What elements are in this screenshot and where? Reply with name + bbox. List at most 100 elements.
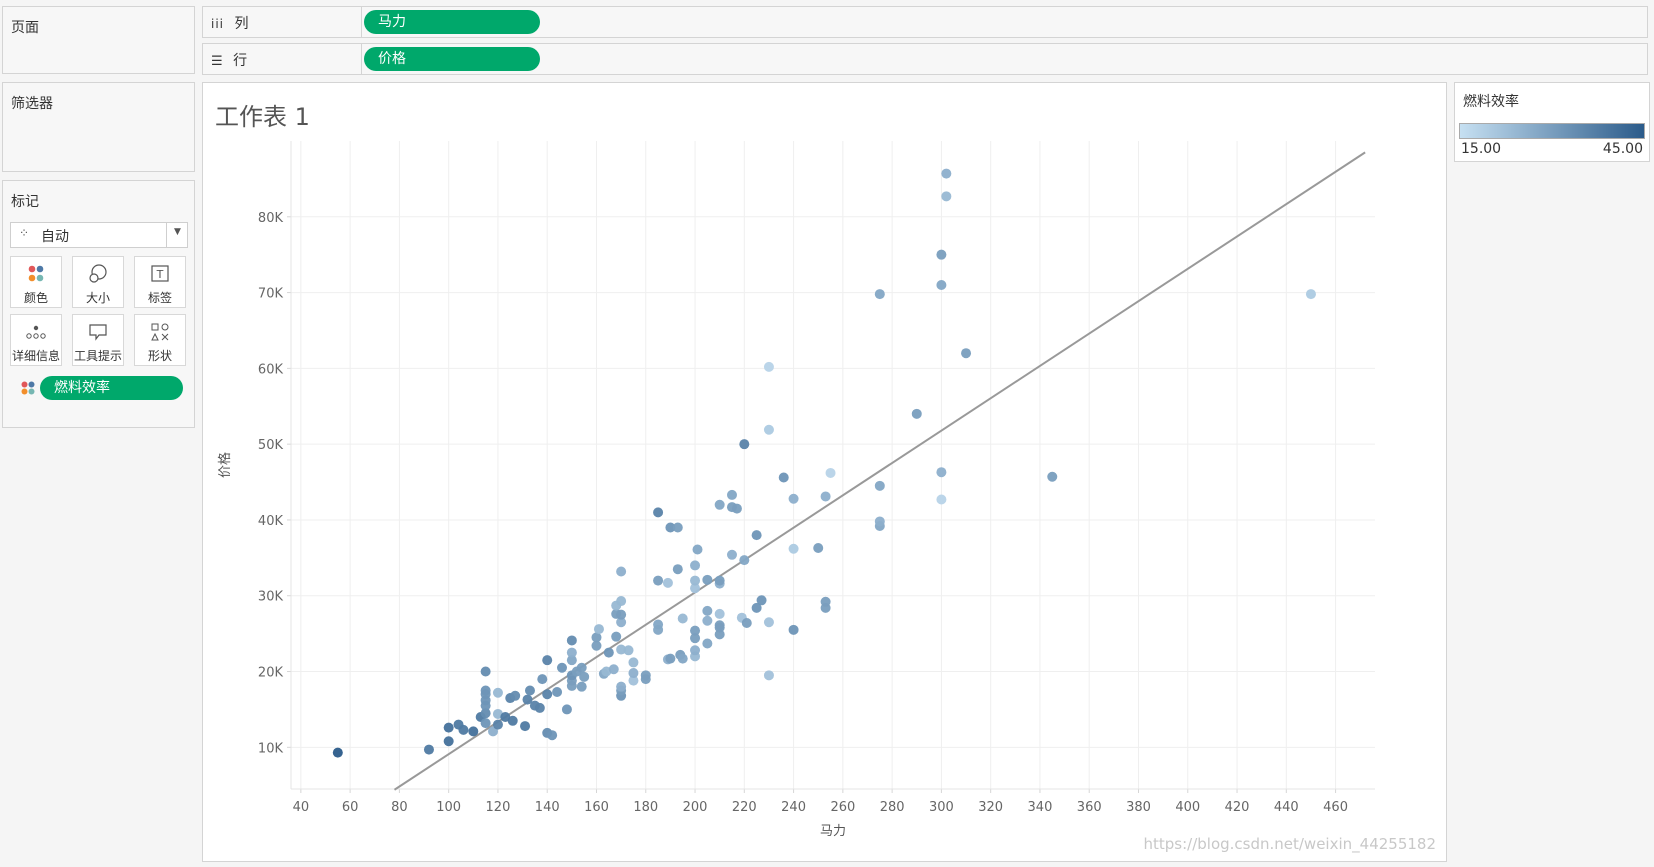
data-point[interactable] bbox=[507, 715, 518, 726]
data-point[interactable] bbox=[522, 694, 533, 705]
shape-button[interactable]: 形状 bbox=[134, 314, 186, 366]
data-point[interactable] bbox=[443, 736, 454, 747]
data-point[interactable] bbox=[672, 522, 683, 533]
data-point[interactable] bbox=[492, 687, 503, 698]
data-point[interactable] bbox=[611, 631, 622, 642]
data-point[interactable] bbox=[763, 670, 774, 681]
label-button[interactable]: T 标签 bbox=[134, 256, 186, 308]
color-field-pill[interactable]: 燃料效率 bbox=[40, 376, 183, 400]
data-point[interactable] bbox=[739, 555, 750, 566]
filters-shelf[interactable]: 筛选器 bbox=[2, 82, 195, 172]
data-point[interactable] bbox=[480, 708, 491, 719]
data-point[interactable] bbox=[547, 730, 558, 741]
data-point[interactable] bbox=[714, 608, 725, 619]
data-point[interactable] bbox=[593, 624, 604, 635]
data-point[interactable] bbox=[936, 280, 947, 290]
data-point[interactable] bbox=[936, 467, 947, 478]
data-point[interactable] bbox=[1047, 471, 1058, 482]
data-point[interactable] bbox=[603, 647, 614, 658]
data-point[interactable] bbox=[468, 726, 479, 737]
data-point[interactable] bbox=[628, 668, 639, 679]
data-point[interactable] bbox=[756, 595, 767, 606]
data-point[interactable] bbox=[591, 640, 602, 651]
data-point[interactable] bbox=[714, 499, 725, 510]
data-point[interactable] bbox=[874, 516, 885, 527]
data-point[interactable] bbox=[623, 645, 634, 656]
data-point[interactable] bbox=[332, 747, 343, 758]
data-point[interactable] bbox=[825, 467, 836, 478]
data-point[interactable] bbox=[628, 675, 639, 686]
data-point[interactable] bbox=[616, 566, 627, 577]
data-point[interactable] bbox=[566, 647, 577, 658]
data-point[interactable] bbox=[640, 670, 651, 681]
data-point[interactable] bbox=[690, 560, 701, 571]
data-point[interactable] bbox=[653, 507, 664, 518]
data-point[interactable] bbox=[941, 191, 952, 202]
data-point[interactable] bbox=[665, 522, 676, 533]
color-button[interactable]: 颜色 bbox=[10, 256, 62, 308]
data-point[interactable] bbox=[616, 596, 627, 607]
size-button[interactable]: 大小 bbox=[72, 256, 124, 308]
data-point[interactable] bbox=[936, 494, 947, 505]
data-point[interactable] bbox=[763, 617, 774, 628]
data-point[interactable] bbox=[911, 408, 922, 419]
columns-shelf[interactable]: iii 列 马力 bbox=[202, 6, 1648, 38]
data-point[interactable] bbox=[423, 744, 434, 755]
data-point[interactable] bbox=[557, 662, 567, 673]
data-point[interactable] bbox=[492, 719, 503, 730]
data-point[interactable] bbox=[542, 689, 553, 700]
data-point[interactable] bbox=[690, 583, 701, 594]
data-point[interactable] bbox=[677, 613, 688, 624]
data-point[interactable] bbox=[690, 575, 701, 586]
data-point[interactable] bbox=[537, 674, 548, 685]
data-point[interactable] bbox=[443, 722, 454, 733]
data-point[interactable] bbox=[628, 657, 639, 668]
data-point[interactable] bbox=[480, 666, 491, 677]
data-point[interactable] bbox=[616, 644, 627, 655]
color-legend[interactable]: 燃料效率 15.00 45.00 bbox=[1454, 82, 1650, 162]
data-point[interactable] bbox=[616, 617, 627, 628]
data-point[interactable] bbox=[763, 361, 774, 372]
data-point[interactable] bbox=[552, 686, 563, 697]
data-point[interactable] bbox=[665, 653, 676, 664]
data-point[interactable] bbox=[672, 564, 683, 575]
data-point[interactable] bbox=[702, 574, 713, 585]
rows-pill-price[interactable]: 价格 bbox=[364, 47, 540, 71]
data-point[interactable] bbox=[566, 655, 577, 666]
data-point[interactable] bbox=[690, 625, 701, 636]
data-point[interactable] bbox=[813, 542, 824, 553]
data-point[interactable] bbox=[662, 577, 673, 588]
data-point[interactable] bbox=[941, 168, 952, 179]
data-point[interactable] bbox=[500, 712, 511, 722]
data-point[interactable] bbox=[616, 609, 627, 620]
data-point[interactable] bbox=[751, 602, 762, 613]
data-point[interactable] bbox=[874, 289, 885, 300]
data-point[interactable] bbox=[480, 685, 491, 696]
data-point[interactable] bbox=[653, 619, 664, 630]
data-point[interactable] bbox=[820, 596, 831, 607]
data-point[interactable] bbox=[702, 638, 713, 649]
data-point[interactable] bbox=[534, 702, 545, 713]
data-point[interactable] bbox=[576, 681, 587, 692]
data-point[interactable] bbox=[961, 348, 972, 359]
data-point[interactable] bbox=[510, 690, 521, 701]
data-point[interactable] bbox=[524, 685, 535, 696]
data-point[interactable] bbox=[458, 724, 469, 735]
data-point[interactable] bbox=[690, 633, 701, 644]
tooltip-button[interactable]: 工具提示 bbox=[72, 314, 124, 366]
data-point[interactable] bbox=[714, 620, 725, 631]
data-point[interactable] bbox=[542, 655, 553, 666]
mark-type-dropdown[interactable]: ⁘ 自动 ▼ bbox=[10, 222, 188, 248]
data-point[interactable] bbox=[702, 605, 713, 616]
chevron-down-icon[interactable]: ▼ bbox=[174, 227, 181, 237]
data-point[interactable] bbox=[608, 664, 619, 675]
data-point[interactable] bbox=[788, 543, 799, 554]
data-point[interactable] bbox=[731, 503, 742, 514]
data-point[interactable] bbox=[788, 624, 799, 635]
data-point[interactable] bbox=[480, 718, 491, 729]
data-point[interactable] bbox=[726, 549, 737, 560]
data-point[interactable] bbox=[579, 671, 590, 682]
rows-shelf[interactable]: ☰ 行 价格 bbox=[202, 43, 1648, 75]
data-point[interactable] bbox=[726, 489, 737, 500]
data-point[interactable] bbox=[788, 493, 799, 504]
